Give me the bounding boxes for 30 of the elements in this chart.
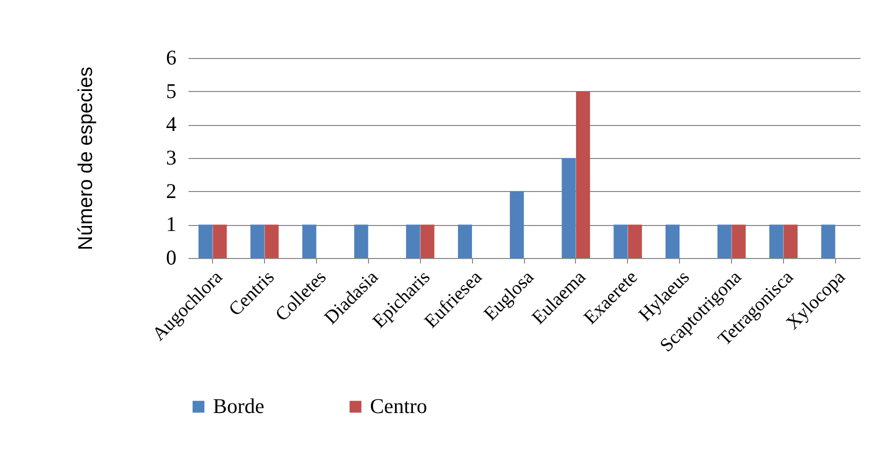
bar bbox=[406, 224, 420, 258]
bar bbox=[458, 224, 472, 258]
bar bbox=[666, 224, 680, 258]
bar bbox=[264, 224, 279, 258]
y-tick-label: 6 bbox=[166, 46, 176, 70]
bar bbox=[717, 224, 732, 258]
legend-label: Borde bbox=[213, 394, 264, 418]
bar bbox=[769, 224, 784, 258]
y-axis-title: Número de especies bbox=[75, 66, 97, 250]
y-tick-label: 0 bbox=[166, 246, 176, 270]
bar bbox=[732, 224, 746, 258]
bar bbox=[576, 91, 590, 258]
bar bbox=[510, 191, 524, 258]
legend-label: Centro bbox=[370, 394, 428, 418]
bar bbox=[420, 224, 434, 258]
bar bbox=[614, 224, 628, 258]
bar bbox=[212, 224, 227, 258]
y-tick-label: 2 bbox=[166, 178, 176, 203]
y-tick-label: 1 bbox=[166, 212, 176, 236]
bar bbox=[354, 224, 368, 258]
bar bbox=[784, 224, 798, 258]
y-tick-label: 3 bbox=[166, 146, 176, 170]
bar bbox=[821, 224, 836, 258]
y-tick-label: 5 bbox=[166, 78, 176, 103]
bar bbox=[628, 224, 642, 258]
bar bbox=[302, 224, 316, 258]
bar bbox=[198, 224, 213, 258]
bar bbox=[250, 224, 264, 258]
bar bbox=[562, 158, 576, 258]
y-tick-label: 4 bbox=[166, 112, 177, 136]
